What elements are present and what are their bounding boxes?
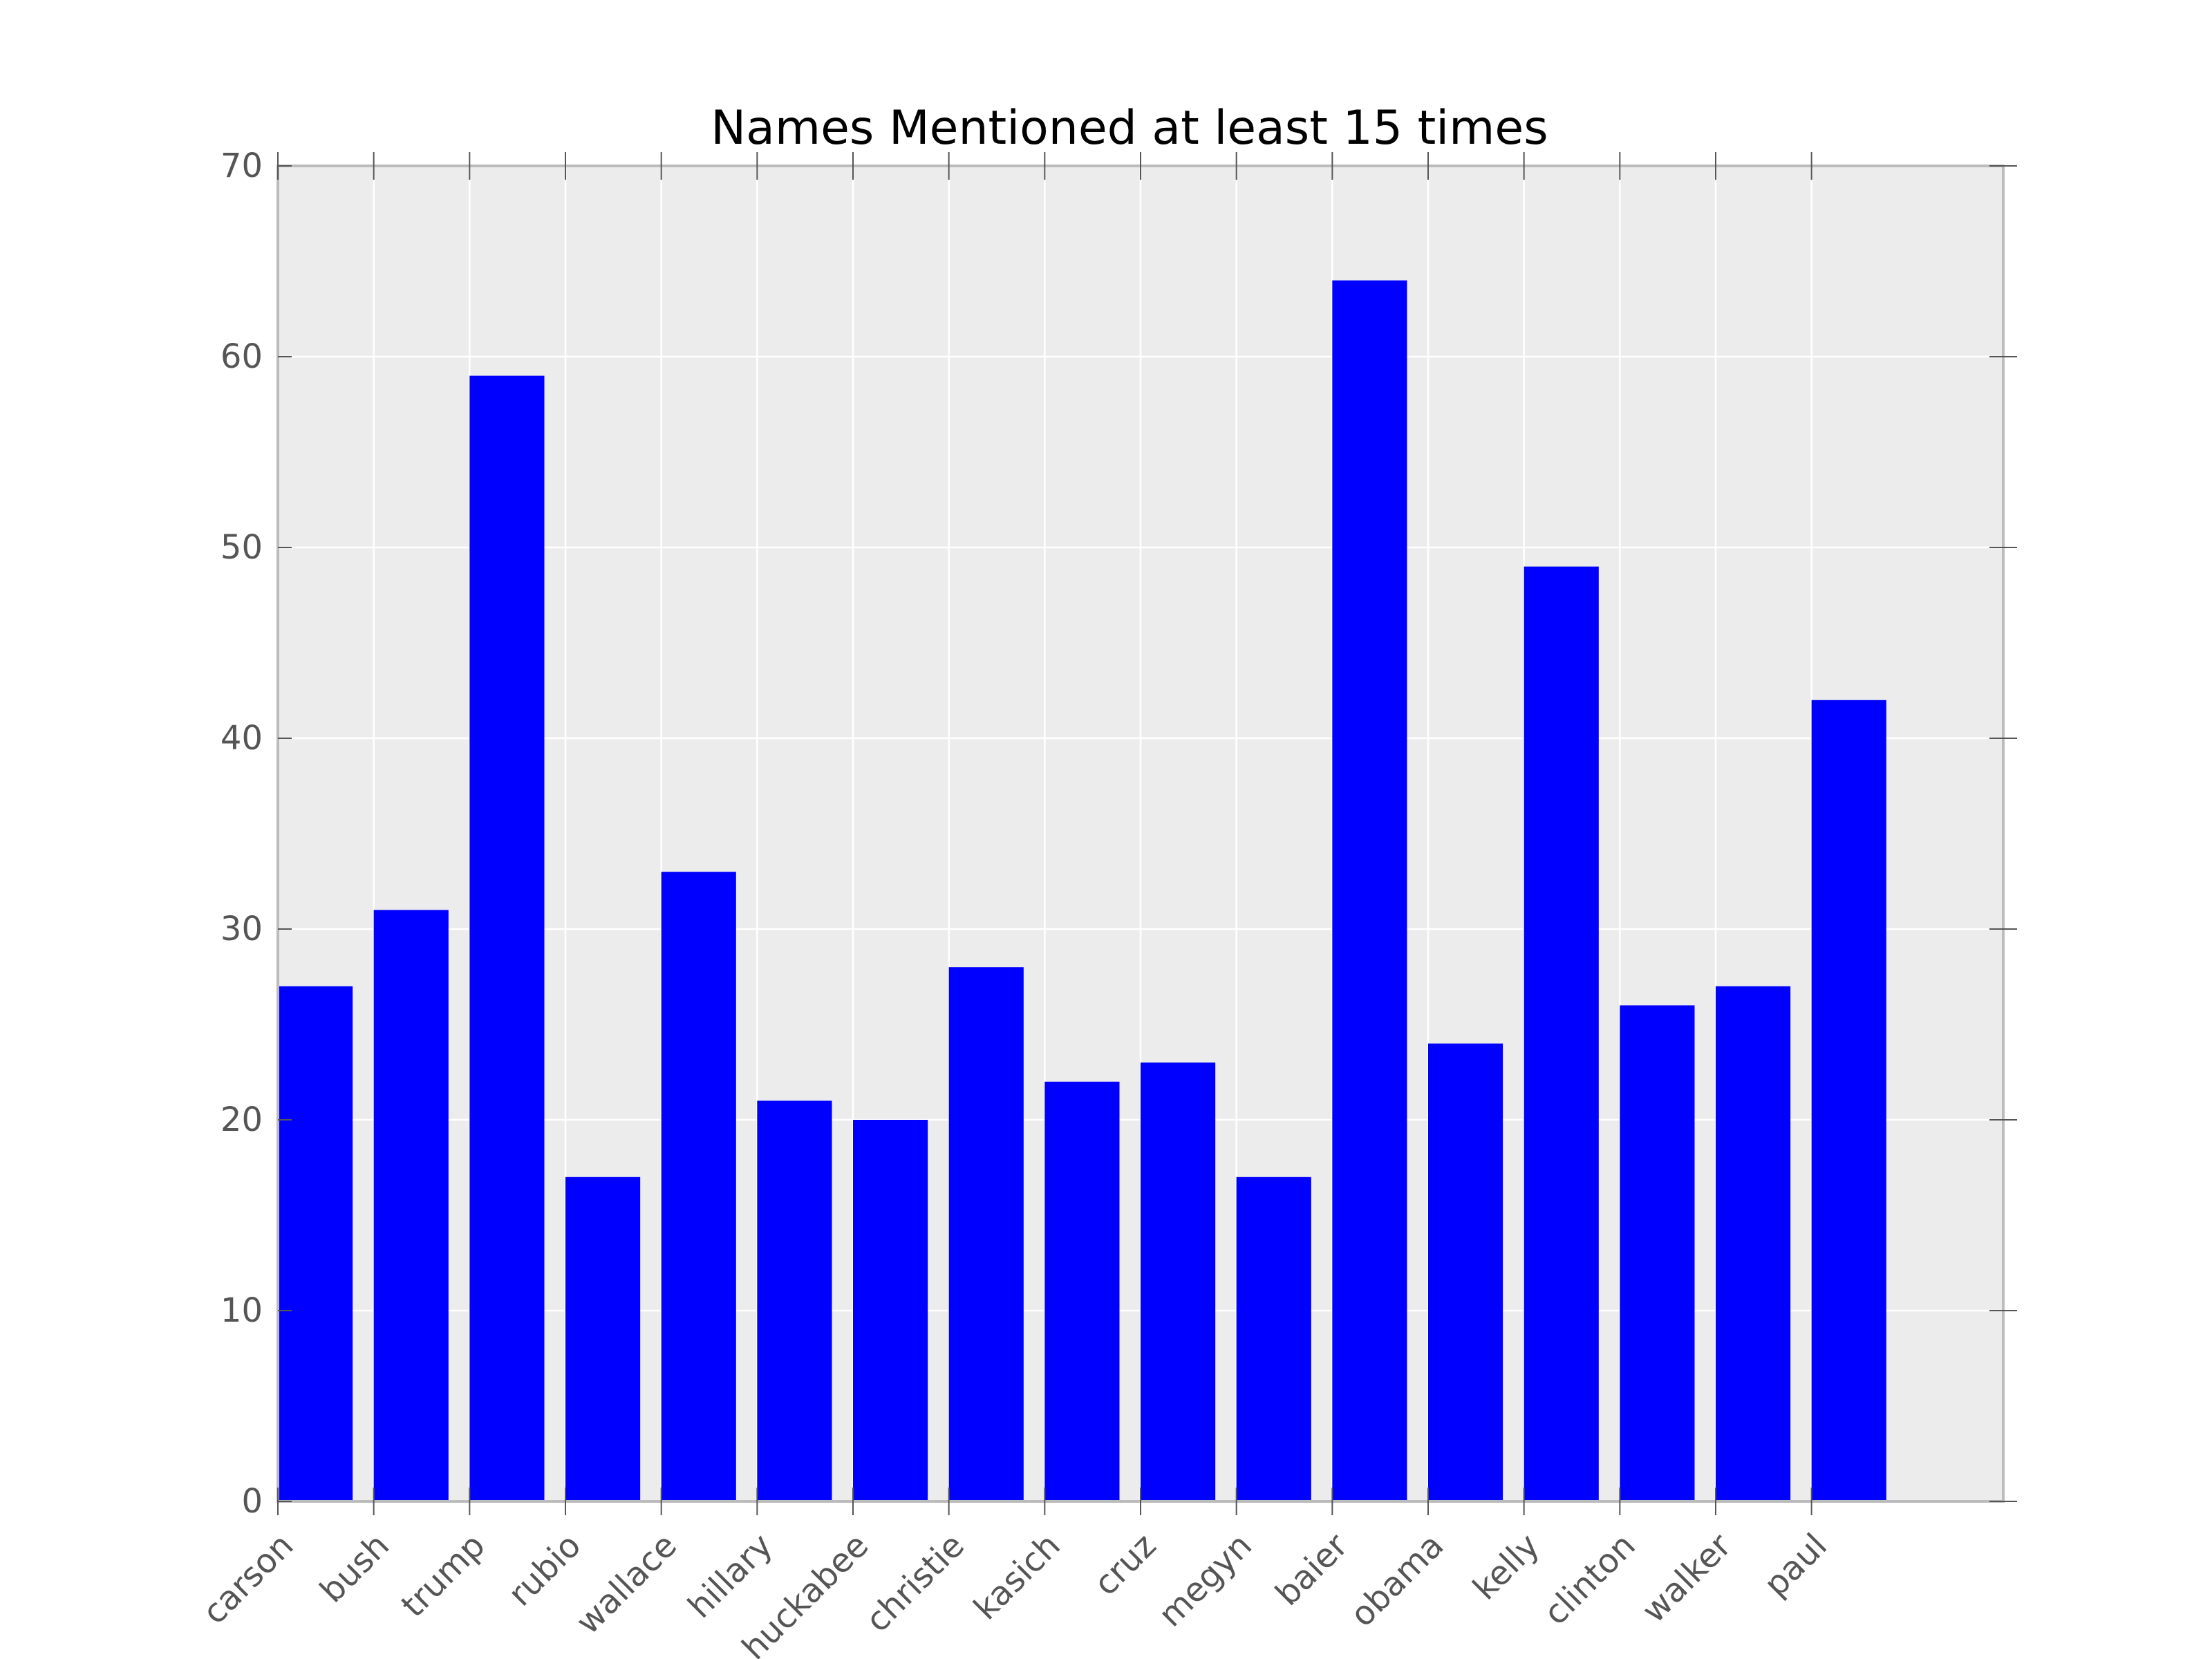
y-axis-tick-labels: 0 10 20 30 40 50 60 70 xyxy=(221,147,263,1521)
bar-clinton xyxy=(1620,1005,1695,1501)
bar-wallace xyxy=(661,872,736,1501)
axis-ticks xyxy=(277,152,2017,1515)
chart-title: Names Mentioned at least 15 times xyxy=(711,101,1548,156)
bar-trump xyxy=(469,375,545,1501)
x-tick-label: paul xyxy=(1756,1526,1835,1604)
bar-baier xyxy=(1332,280,1407,1502)
x-tick-label: rubio xyxy=(501,1526,589,1614)
bar-carson xyxy=(278,986,353,1501)
x-tick-label: clinton xyxy=(1536,1526,1642,1633)
bar-kelly xyxy=(1524,566,1599,1501)
x-tick-label: obama xyxy=(1343,1526,1452,1635)
x-tick-label: cruz xyxy=(1087,1526,1164,1604)
bar-obama xyxy=(1428,1043,1503,1501)
bar-kasich xyxy=(1044,1081,1120,1501)
x-tick-label: christie xyxy=(859,1526,972,1640)
x-tick-label: bush xyxy=(312,1526,397,1611)
bar-walker xyxy=(1716,986,1791,1501)
x-tick-label: kasich xyxy=(966,1526,1068,1628)
bar-hillary xyxy=(757,1100,832,1501)
y-tick-label: 20 xyxy=(221,1100,263,1139)
bar-paul xyxy=(1811,700,1886,1501)
y-tick-label: 70 xyxy=(221,147,263,185)
y-tick-label: 40 xyxy=(221,719,263,758)
bar-christie xyxy=(948,967,1024,1501)
bar-rubio xyxy=(565,1177,641,1501)
bar-huckabee xyxy=(853,1120,928,1501)
x-tick-label: trump xyxy=(394,1526,493,1625)
bars xyxy=(278,280,1886,1502)
bar-cruz xyxy=(1141,1062,1216,1501)
bar-bush xyxy=(373,910,449,1501)
y-tick-label: 30 xyxy=(221,910,263,948)
x-tick-label: baier xyxy=(1268,1526,1356,1613)
y-tick-label: 10 xyxy=(221,1291,263,1330)
x-tick-label: walker xyxy=(1635,1526,1739,1631)
x-tick-label: carson xyxy=(195,1526,301,1632)
y-tick-label: 60 xyxy=(221,337,263,376)
y-tick-label: 0 xyxy=(241,1482,263,1521)
y-tick-label: 50 xyxy=(221,528,263,567)
x-tick-label: megyn xyxy=(1151,1526,1259,1635)
bar-megyn xyxy=(1236,1177,1311,1501)
x-tick-label: wallace xyxy=(569,1526,684,1642)
x-tick-label: kelly xyxy=(1465,1526,1547,1608)
